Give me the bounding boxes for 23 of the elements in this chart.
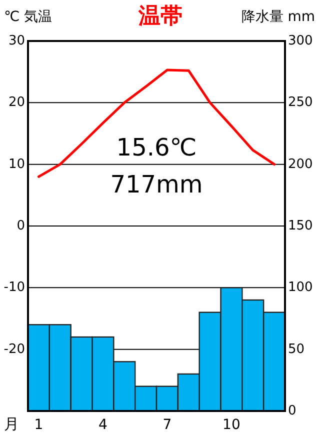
undefined: 30 (8, 34, 25, 49)
undefined: 717mm (110, 170, 203, 199)
undefined: 20 (8, 95, 25, 110)
undefined: 150 (288, 218, 313, 234)
undefined: 250 (288, 95, 313, 110)
undefined: -10 (4, 280, 25, 296)
undefined: 300 (288, 34, 313, 49)
undefined: 降水量 mm (241, 8, 315, 25)
undefined: 15.6℃ (116, 134, 197, 162)
undefined: 50 (288, 342, 305, 357)
undefined: 100 (288, 280, 313, 296)
undefined: 0 (16, 218, 25, 234)
undefined: -20 (4, 342, 25, 357)
undefined: ℃ 気温 (4, 8, 52, 25)
undefined: 温帯 (138, 4, 182, 30)
undefined: 200 (288, 156, 313, 172)
undefined: 0 (288, 404, 296, 419)
undefined: 1 (34, 416, 44, 433)
undefined: 月 (4, 415, 19, 434)
undefined: 7 (162, 416, 172, 433)
undefined: 10 (222, 416, 240, 433)
undefined: 10 (8, 156, 25, 172)
undefined: 4 (98, 416, 108, 433)
